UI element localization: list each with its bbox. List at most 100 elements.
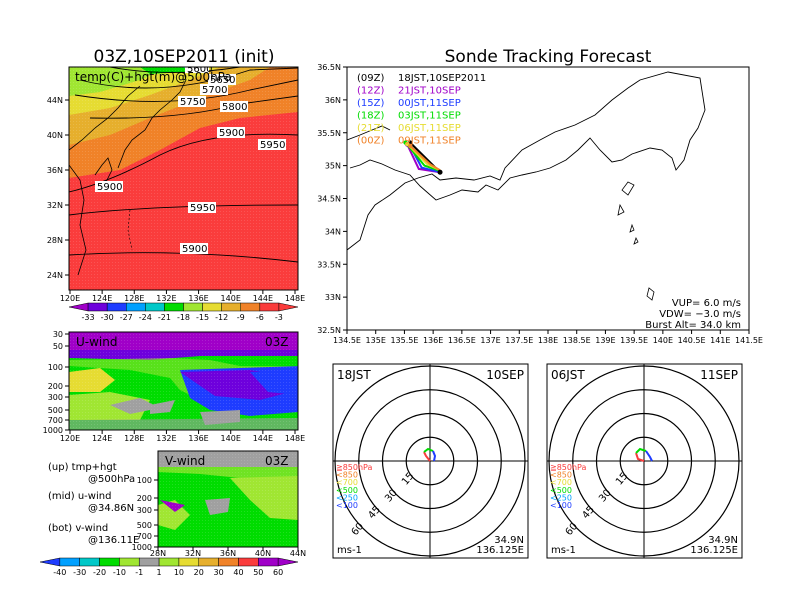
contour-label: 5950: [190, 203, 215, 214]
x-tick-label: 132E: [156, 294, 176, 303]
hodograph-segment: [635, 452, 645, 462]
y-tick-label: 24N: [47, 271, 63, 280]
left-title: 03Z,10SEP2011 (init): [94, 47, 275, 67]
contour-label: 5900: [219, 128, 244, 139]
y-tick-label: 35N: [325, 162, 341, 171]
colorbar-swatch: [145, 302, 165, 312]
y-tick-label: 200: [137, 494, 152, 503]
vwind-y-ticks: 100 200 300 500 700 1000: [132, 476, 158, 552]
x-tick-label: 44N: [290, 549, 306, 558]
colorbar-label: 30: [214, 568, 224, 577]
colorbar-swatch: [59, 557, 80, 567]
colorbar-label: -9: [237, 313, 245, 322]
colorbar-swatch: [218, 557, 239, 567]
track-y-ticks: 36.5N 36N 35.5N 35N 34.5N 34N 33.5N 33N 32.5N: [317, 63, 347, 335]
polar-level-label: ≧850hPa: [550, 463, 587, 472]
track-lines: [403, 140, 443, 175]
vdw-text: VDW= −3.0 m/s: [659, 309, 741, 320]
y-tick-label: 34.5N: [317, 195, 341, 204]
polar-date: 11SEP: [700, 368, 738, 382]
y-tick-label: 32N: [47, 201, 63, 210]
polar-level-label: <250: [336, 493, 358, 502]
polar-level-label: <100: [550, 501, 572, 510]
polar-unit: ms-1: [337, 545, 362, 556]
x-tick-label: 120E: [60, 294, 80, 303]
y-tick-label: 200: [48, 382, 63, 391]
colorbar-label: -15: [196, 313, 209, 322]
y-tick-label: 30: [53, 330, 63, 339]
colorbar-label: -21: [158, 313, 171, 322]
x-tick-label: 134.5E: [333, 336, 361, 345]
contour-label: 5650: [210, 75, 235, 86]
x-tick-label: 141.5E: [735, 336, 763, 345]
colorbar-swatch: [240, 302, 261, 312]
y-tick-label: 35.5N: [317, 129, 341, 138]
polar-date: 10SEP: [486, 368, 524, 382]
map500-x-ticks: 120E 124E 128E 132E 136E 140E 144E 148E: [60, 290, 305, 303]
y-tick-label: 300: [137, 506, 152, 515]
legend-code: (18Z): [357, 111, 384, 122]
right-title: Sonde Tracking Forecast: [445, 47, 652, 67]
x-tick-label: 144E: [253, 434, 273, 443]
temp-height-map: 5700 5650 5750 5800 5900 5950 5900 5950 …: [47, 66, 305, 322]
colorbar-label: -6: [256, 313, 264, 322]
colorbar-label: -30: [73, 568, 86, 577]
vwind-time: 03Z: [265, 454, 289, 468]
polar-lon: 136.125E: [476, 545, 524, 556]
x-tick-label: 138E: [538, 336, 558, 345]
x-tick-label: 148E: [285, 294, 305, 303]
y-tick-label: 700: [48, 416, 63, 425]
y-tick-label: 100: [137, 476, 152, 485]
note-up: (up) tmp+hgt: [48, 462, 117, 473]
y-tick-label: 1000: [132, 543, 152, 552]
legend-text: 03JST,11SEP: [398, 111, 461, 122]
polar-level-label: <100: [336, 501, 358, 510]
colorbar-swatch: [106, 302, 127, 312]
y-tick-label: 500: [48, 406, 63, 415]
note-mid-sub: @34.86N: [88, 503, 134, 514]
polar-level-label: <500: [550, 486, 572, 495]
y-tick-label: 34N: [325, 227, 341, 236]
legend-code: (21Z): [357, 123, 384, 134]
panel-notes: (up) tmp+hgt @500hPa (mid) u-wind @34.86…: [48, 462, 139, 546]
colorbar-arrow-left: [68, 302, 89, 312]
y-tick-label: 100: [48, 363, 63, 372]
colorbar-swatch: [198, 557, 219, 567]
colorbar-label: -12: [215, 313, 228, 322]
hodograph-segment: [645, 450, 653, 462]
note-bot-sub: @136.11E: [88, 535, 139, 546]
x-tick-label: 139E: [595, 336, 615, 345]
vup-text: VUP= 6.0 m/s: [672, 298, 741, 309]
polar-level-label: <700: [550, 478, 572, 487]
legend-text: 06JST,11SEP: [398, 123, 461, 134]
x-tick-label: 28N: [150, 549, 166, 558]
legend-text: 18JST,10SEP2011: [398, 73, 486, 84]
colorbar-label: 50: [253, 568, 263, 577]
x-tick-label: 128E: [124, 434, 144, 443]
y-tick-label: 700: [137, 532, 152, 541]
y-tick-label: 40N: [47, 131, 63, 140]
polar-lon: 136.125E: [690, 545, 738, 556]
y-tick-label: 300: [48, 393, 63, 402]
legend-code: (09Z): [357, 73, 384, 84]
x-tick-label: 120E: [60, 434, 80, 443]
colorbar-label: 10: [174, 568, 184, 577]
legend-code: (12Z): [357, 86, 384, 97]
track-map: 134.5E 135E 135.5E 136E 136.5E 137E 137.5E 138E…: [317, 63, 763, 345]
x-tick-label: 141E: [710, 336, 730, 345]
colorbar-label: -10: [113, 568, 126, 577]
vwind-label: V-wind: [165, 454, 205, 468]
colorbar-swatch: [259, 302, 280, 312]
x-tick-label: 124E: [92, 294, 112, 303]
x-tick-label: 148E: [285, 434, 305, 443]
x-tick-label: 138.5E: [563, 336, 591, 345]
colorbar-label: -27: [120, 313, 133, 322]
x-tick-label: 139.5E: [620, 336, 648, 345]
polar-time: 06JST: [551, 368, 585, 382]
colorbar-swatch: [119, 557, 140, 567]
colorbar-label: -18: [177, 313, 190, 322]
legend-code: (15Z): [357, 98, 384, 109]
